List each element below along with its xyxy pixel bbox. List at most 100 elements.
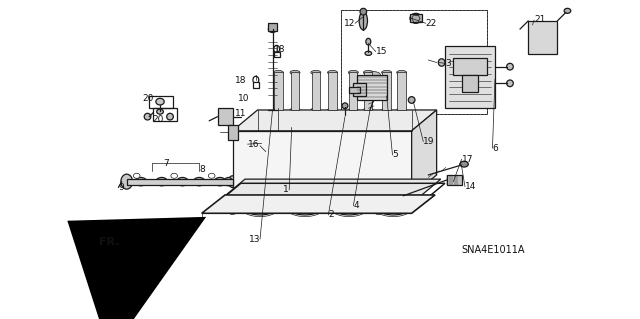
Text: 3: 3 [445, 59, 451, 68]
Ellipse shape [285, 193, 325, 215]
Ellipse shape [274, 45, 280, 53]
Ellipse shape [311, 70, 321, 75]
Polygon shape [397, 72, 406, 110]
Ellipse shape [507, 80, 513, 87]
Ellipse shape [290, 143, 325, 166]
Text: 18: 18 [274, 46, 285, 55]
Ellipse shape [228, 176, 237, 188]
Ellipse shape [229, 195, 236, 200]
Ellipse shape [368, 72, 380, 78]
Ellipse shape [373, 193, 413, 215]
Ellipse shape [366, 38, 371, 45]
Ellipse shape [373, 86, 380, 92]
Polygon shape [412, 110, 436, 196]
Ellipse shape [410, 13, 422, 23]
Polygon shape [127, 179, 232, 185]
Ellipse shape [287, 119, 296, 128]
Polygon shape [220, 179, 441, 200]
Text: SNA4E1011A: SNA4E1011A [461, 245, 525, 255]
Polygon shape [445, 46, 495, 108]
Text: 16: 16 [248, 140, 259, 149]
Ellipse shape [251, 143, 286, 166]
Ellipse shape [156, 98, 164, 105]
Polygon shape [232, 131, 412, 196]
Polygon shape [528, 21, 557, 54]
Polygon shape [358, 75, 387, 100]
Polygon shape [447, 175, 461, 185]
Ellipse shape [328, 70, 337, 75]
Ellipse shape [375, 210, 381, 215]
Text: 8: 8 [199, 165, 205, 174]
Ellipse shape [298, 177, 317, 189]
Text: 9: 9 [118, 183, 124, 192]
Text: 5: 5 [392, 151, 398, 160]
Ellipse shape [408, 97, 415, 103]
Polygon shape [383, 72, 391, 110]
Ellipse shape [224, 177, 232, 186]
Ellipse shape [421, 177, 428, 182]
Bar [268, 23, 276, 31]
Ellipse shape [157, 109, 163, 114]
Polygon shape [291, 72, 299, 110]
Ellipse shape [331, 182, 362, 197]
Text: 17: 17 [461, 155, 473, 164]
Bar [410, 14, 422, 23]
Polygon shape [202, 195, 435, 213]
Ellipse shape [240, 193, 280, 215]
Ellipse shape [421, 127, 428, 132]
Ellipse shape [438, 59, 445, 66]
Text: 19: 19 [423, 137, 435, 146]
Ellipse shape [337, 177, 356, 189]
Ellipse shape [311, 108, 321, 112]
Ellipse shape [328, 108, 337, 112]
Ellipse shape [564, 8, 571, 13]
Polygon shape [274, 72, 282, 110]
Ellipse shape [375, 195, 381, 200]
Ellipse shape [122, 176, 131, 188]
Polygon shape [364, 72, 372, 110]
Ellipse shape [507, 63, 513, 70]
Ellipse shape [369, 143, 403, 166]
Ellipse shape [348, 70, 358, 75]
Ellipse shape [421, 160, 428, 165]
Ellipse shape [359, 12, 367, 30]
Ellipse shape [329, 193, 369, 215]
Ellipse shape [121, 174, 132, 189]
Text: 6: 6 [492, 144, 498, 153]
Ellipse shape [364, 70, 373, 75]
Ellipse shape [214, 177, 226, 186]
Polygon shape [461, 75, 478, 92]
Polygon shape [228, 125, 238, 140]
Bar [341, 10, 486, 114]
Ellipse shape [209, 173, 215, 178]
Ellipse shape [273, 70, 284, 75]
Ellipse shape [156, 177, 168, 186]
Text: 10: 10 [237, 94, 249, 103]
Ellipse shape [397, 70, 406, 75]
Ellipse shape [253, 76, 259, 84]
Polygon shape [232, 110, 436, 131]
Polygon shape [349, 72, 358, 110]
Text: 11: 11 [235, 109, 246, 118]
Bar [274, 52, 280, 57]
Ellipse shape [177, 177, 188, 186]
Text: 7: 7 [163, 159, 169, 168]
Polygon shape [218, 108, 232, 125]
Ellipse shape [381, 108, 392, 112]
Text: 1: 1 [284, 185, 289, 195]
Ellipse shape [372, 182, 403, 197]
Text: FR.: FR. [99, 237, 120, 247]
Text: 2: 2 [328, 211, 334, 219]
Ellipse shape [290, 108, 300, 112]
Ellipse shape [193, 177, 205, 186]
Polygon shape [453, 58, 486, 75]
Text: 4: 4 [353, 201, 359, 210]
Ellipse shape [290, 182, 322, 197]
Ellipse shape [460, 161, 468, 167]
Ellipse shape [135, 177, 147, 186]
Ellipse shape [360, 8, 367, 15]
Ellipse shape [273, 108, 284, 112]
Text: 20: 20 [152, 115, 164, 124]
Text: 18: 18 [235, 76, 246, 85]
Polygon shape [353, 83, 366, 96]
